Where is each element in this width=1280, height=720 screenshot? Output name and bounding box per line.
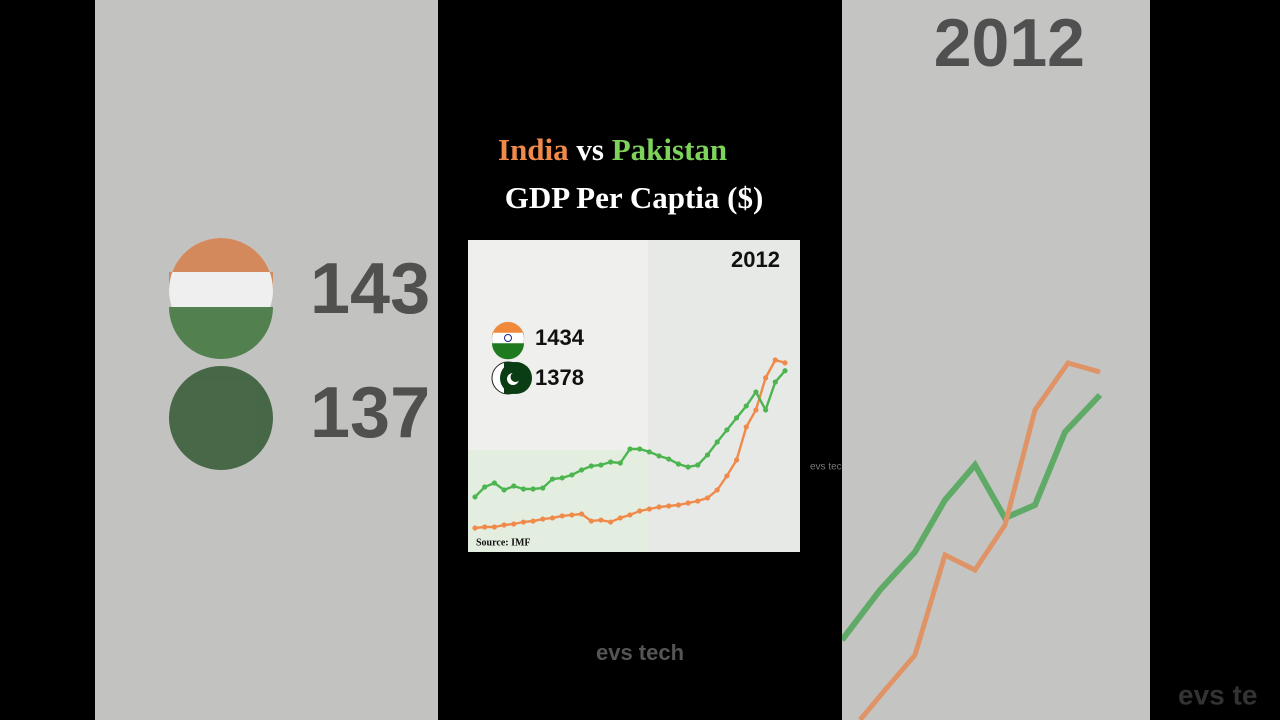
data-point — [501, 522, 507, 528]
faded-flag-bg — [468, 450, 648, 552]
blurred-value: 137 — [310, 373, 430, 453]
blurred-value: 143 — [310, 249, 430, 329]
blurred-flag — [169, 307, 273, 359]
data-point — [549, 476, 556, 482]
blurred-year: 2012 — [934, 5, 1085, 81]
data-point — [685, 464, 691, 470]
data-point — [753, 389, 759, 395]
side-watermark: evs tec — [810, 462, 842, 473]
blurred-left-panel — [95, 0, 438, 720]
blurred-left-content: 143 137 — [169, 238, 430, 470]
india-flag — [504, 334, 512, 342]
plot: 1434 1378 — [472, 325, 788, 531]
data-point — [763, 407, 769, 413]
data-point — [549, 515, 556, 521]
data-point — [646, 449, 652, 455]
data-point — [540, 516, 546, 522]
title-pakistan: Pakistan — [612, 132, 727, 167]
data-point — [617, 460, 623, 466]
data-point — [491, 480, 497, 486]
chart-year: 2012 — [731, 247, 780, 272]
blurred-line — [858, 360, 1101, 720]
data-point — [520, 486, 527, 492]
data-point — [743, 424, 749, 430]
data-point — [559, 513, 565, 519]
data-point — [598, 517, 604, 523]
data-point — [666, 456, 672, 462]
blurred-right-panel — [842, 0, 1150, 720]
data-point — [753, 407, 759, 413]
data-point — [782, 360, 788, 366]
data-point — [733, 415, 740, 421]
data-point — [656, 504, 662, 510]
data-point — [763, 375, 769, 381]
data-point — [714, 439, 720, 445]
data-point — [743, 403, 749, 409]
data-point — [578, 467, 585, 473]
data-point — [646, 506, 652, 512]
data-point — [491, 524, 497, 530]
data-point — [695, 462, 701, 468]
data-point — [627, 446, 633, 452]
blurred-right-content: 2012 — [842, 5, 1103, 720]
data-point — [530, 486, 536, 492]
data-point — [782, 368, 788, 374]
data-point — [501, 487, 507, 493]
data-point — [627, 512, 633, 518]
data-point — [511, 483, 517, 489]
pakistan-flag — [510, 372, 521, 382]
data-point — [608, 459, 614, 465]
data-point — [472, 494, 478, 500]
data-point — [540, 485, 546, 491]
data-point — [675, 461, 682, 467]
data-point — [656, 453, 662, 459]
value-label: 1434 — [535, 325, 585, 350]
data-point — [733, 457, 740, 463]
blurred-flag — [169, 238, 273, 290]
data-point — [588, 518, 594, 524]
data-point — [578, 511, 585, 517]
data-point — [666, 503, 672, 509]
title-india: India — [498, 132, 569, 167]
data-point — [714, 487, 720, 493]
india-flag — [492, 322, 524, 338]
data-point — [588, 463, 594, 469]
blurred-watermark: evs te — [1178, 679, 1257, 710]
subtitle: GDP Per Captia ($) — [505, 180, 764, 215]
data-point — [598, 462, 604, 468]
data-point — [559, 475, 565, 481]
data-point — [569, 472, 575, 478]
data-point — [530, 518, 536, 524]
source: Source: IMF — [476, 537, 531, 548]
data-point — [569, 512, 575, 518]
data-point — [685, 500, 691, 506]
faded-flag-bg — [648, 240, 800, 552]
title-vs: vs — [576, 132, 604, 167]
watermark: evs tech — [596, 640, 684, 665]
title: India vs Pakistan — [498, 132, 727, 167]
blurred-flag — [169, 366, 273, 470]
data-point — [617, 515, 623, 521]
data-point — [724, 427, 730, 433]
data-point — [704, 452, 711, 458]
data-point — [511, 521, 517, 527]
value-label: 1378 — [535, 365, 584, 390]
data-point — [675, 502, 682, 508]
data-point — [772, 379, 778, 385]
data-point — [637, 446, 643, 452]
data-point — [772, 357, 778, 363]
data-point — [472, 525, 478, 531]
data-point — [482, 484, 488, 490]
india-flag — [492, 343, 524, 360]
data-point — [724, 473, 730, 479]
data-point — [695, 498, 701, 504]
data-point — [520, 519, 527, 525]
data-point — [482, 524, 488, 530]
data-point — [704, 495, 711, 501]
data-point — [637, 508, 643, 514]
data-point — [608, 519, 614, 525]
blurred-line — [842, 392, 1103, 642]
